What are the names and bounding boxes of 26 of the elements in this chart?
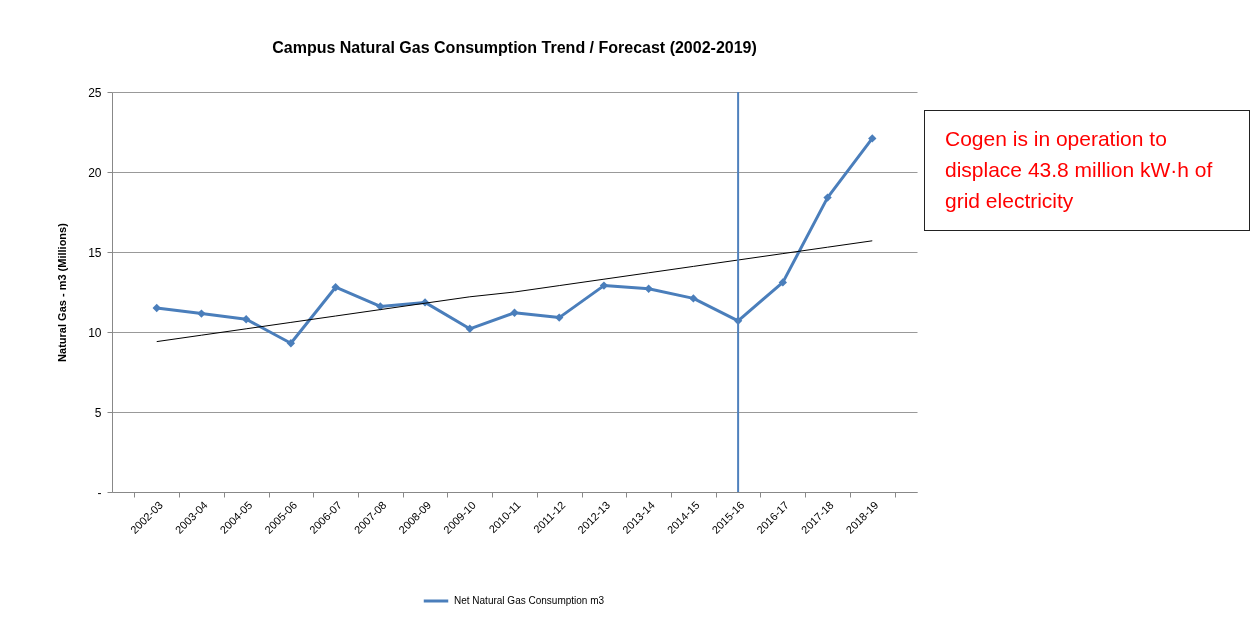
point <box>599 281 609 290</box>
point <box>778 278 788 287</box>
point <box>510 308 519 317</box>
y-tick-label: 10 <box>88 325 102 340</box>
y-tick-label: 25 <box>88 85 102 100</box>
point <box>689 294 698 303</box>
y-tick-label: 20 <box>88 165 102 180</box>
point <box>465 324 474 333</box>
point <box>823 193 832 202</box>
point <box>376 302 385 311</box>
y-tick-label: - <box>97 485 102 500</box>
legend-label: Net Natural Gas Consumption m3 <box>454 595 605 606</box>
y-axis-title: Natural Gas - m3 (Millions) <box>56 222 69 362</box>
point <box>286 339 296 348</box>
point <box>197 309 206 318</box>
y-tick-label: 5 <box>94 405 102 420</box>
point <box>152 303 161 313</box>
point <box>644 284 653 293</box>
point <box>555 313 564 322</box>
point <box>868 134 877 143</box>
line-series <box>156 240 873 343</box>
point <box>241 315 251 324</box>
text: Cogen is in operation to displace 43.8 million kW·h of grid electricity <box>945 126 1214 214</box>
point <box>331 283 340 292</box>
y-tick-label: 15 <box>88 245 102 260</box>
chart-title: Campus Natural Gas Consumption Trend / Forecast (2002-2019) <box>272 39 757 56</box>
